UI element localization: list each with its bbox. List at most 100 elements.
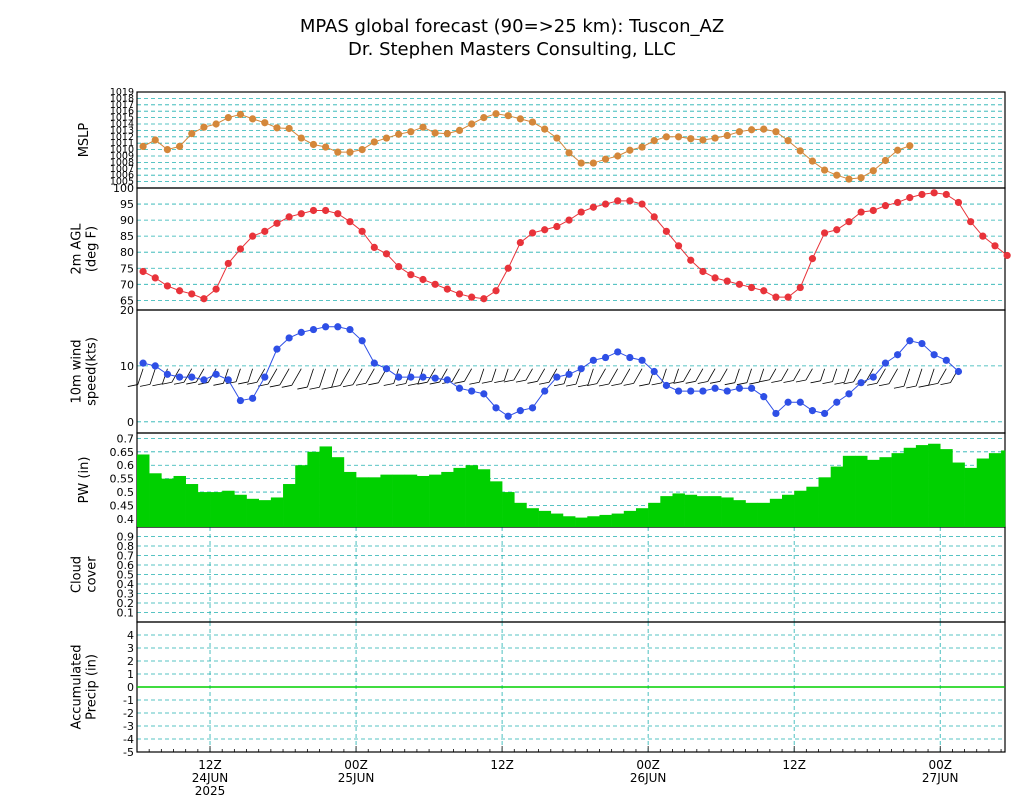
mslp-point xyxy=(224,114,232,122)
mslp-point xyxy=(833,171,841,179)
mslp-ytick-label: 1017 xyxy=(110,100,134,111)
temp-point xyxy=(200,295,208,303)
chart-title-line2: Dr. Stephen Masters Consulting, LLC xyxy=(348,39,676,60)
pw-bar xyxy=(441,471,454,527)
wind-barb-flag xyxy=(383,383,394,386)
wind-point xyxy=(322,323,330,331)
pw-bar xyxy=(307,451,320,527)
wind-point xyxy=(163,370,172,378)
mslp-ytick-label: 1010 xyxy=(110,145,134,156)
panel-wind: 0 10 20 10m wind speed(kts) xyxy=(70,304,1006,434)
wind-point xyxy=(772,409,780,418)
wind-point xyxy=(273,345,281,353)
precip-ytick-label: -4 xyxy=(123,733,134,746)
wind-point xyxy=(407,373,415,381)
temp-point xyxy=(175,287,184,295)
pw-bar xyxy=(185,484,199,527)
temp-point xyxy=(358,227,366,235)
wind-point xyxy=(881,359,890,367)
temp-point xyxy=(979,232,987,240)
pw-bar xyxy=(794,490,807,527)
chart-title-line1: MPAS global forecast (90=>25 km): Tuscon… xyxy=(300,16,724,37)
temp-point xyxy=(419,275,427,284)
mslp-point xyxy=(638,143,646,151)
wind-point xyxy=(626,353,634,362)
temp-point xyxy=(747,283,756,292)
wind-barb-flag xyxy=(577,384,589,388)
mslp-ytick-label: 1009 xyxy=(110,151,134,162)
mslp-ytick-label: 1011 xyxy=(110,138,134,149)
wind-barb-flag xyxy=(553,383,565,387)
wind-point xyxy=(906,337,914,345)
wind-barb xyxy=(464,368,473,382)
wind-point xyxy=(395,373,403,381)
pw-bar xyxy=(891,453,905,527)
mslp-ytick-label: 1006 xyxy=(110,170,134,181)
temp-point xyxy=(541,226,549,234)
wind-barb-flag xyxy=(709,380,721,384)
temp-point xyxy=(760,287,768,295)
wind-barb xyxy=(491,368,497,382)
wind-barb-flag xyxy=(355,382,367,386)
cloud-ytick-label: 0.7 xyxy=(117,550,135,563)
wind-barb xyxy=(769,368,777,380)
temp-point xyxy=(261,227,269,235)
wind-point xyxy=(747,384,756,392)
wind-barb xyxy=(673,368,679,383)
wind-barb xyxy=(223,368,229,384)
wind-point xyxy=(261,373,269,381)
wind-barb xyxy=(832,368,838,382)
wind-barb-flag xyxy=(515,379,527,383)
mslp-point xyxy=(419,123,427,131)
temp-point xyxy=(662,227,670,235)
wind-barb-flag xyxy=(749,381,760,385)
temp-series xyxy=(139,189,1011,303)
mslp-point xyxy=(468,120,476,128)
temp-point xyxy=(626,197,634,205)
temp-point xyxy=(930,189,938,197)
cloud-ytick-label: 0.1 xyxy=(117,607,135,620)
pw-bar xyxy=(855,455,868,527)
wind-barb xyxy=(548,368,558,383)
wind-barb xyxy=(734,368,740,383)
pw-bar xyxy=(137,454,150,527)
wind-barb-flag xyxy=(736,382,748,386)
wind-barb-flag xyxy=(673,380,684,384)
temp-point xyxy=(504,264,512,272)
wind-barb xyxy=(633,368,643,384)
wind-barb-flag xyxy=(795,379,807,383)
panel-cloud: 0.10.20.30.40.50.60.70.80.9 Cloud cover xyxy=(70,526,1006,623)
pw-bar xyxy=(295,465,308,527)
cloud-ytick-label: 0.4 xyxy=(117,578,135,591)
wind-point xyxy=(358,337,366,345)
mslp-point xyxy=(151,136,159,144)
wind-barb xyxy=(279,368,290,386)
wind-barb-flag xyxy=(697,381,708,384)
wind-barb-flag xyxy=(161,381,172,385)
mslp-point xyxy=(309,140,318,149)
wind-barb-flag xyxy=(927,383,938,386)
pw-bar xyxy=(830,466,844,527)
wind-barb xyxy=(427,368,436,383)
mslp-ytick-label: 1019 xyxy=(110,87,134,98)
temp-point xyxy=(163,282,172,290)
mslp-point xyxy=(395,130,403,138)
pw-bar xyxy=(635,508,649,527)
temp-point xyxy=(565,216,573,224)
cloud-ytick-label: 0.8 xyxy=(117,540,135,553)
temp-ytick-label: 70 xyxy=(120,278,134,291)
wind-point xyxy=(382,365,391,373)
wind-barb-flag xyxy=(685,380,696,384)
pw-bar xyxy=(623,510,637,527)
mslp-point xyxy=(382,134,391,142)
pw-bar xyxy=(392,474,406,527)
mslp-point xyxy=(200,123,208,131)
pw-bar xyxy=(222,490,235,527)
wind-barb-flag xyxy=(867,382,878,386)
temp-point xyxy=(772,293,780,301)
wind-point xyxy=(200,376,208,384)
mslp-ytick-label: 1007 xyxy=(110,164,134,175)
pw-bar xyxy=(818,477,831,527)
cloud-ytick-label: 0.2 xyxy=(117,597,135,610)
wind-barb xyxy=(937,368,947,384)
